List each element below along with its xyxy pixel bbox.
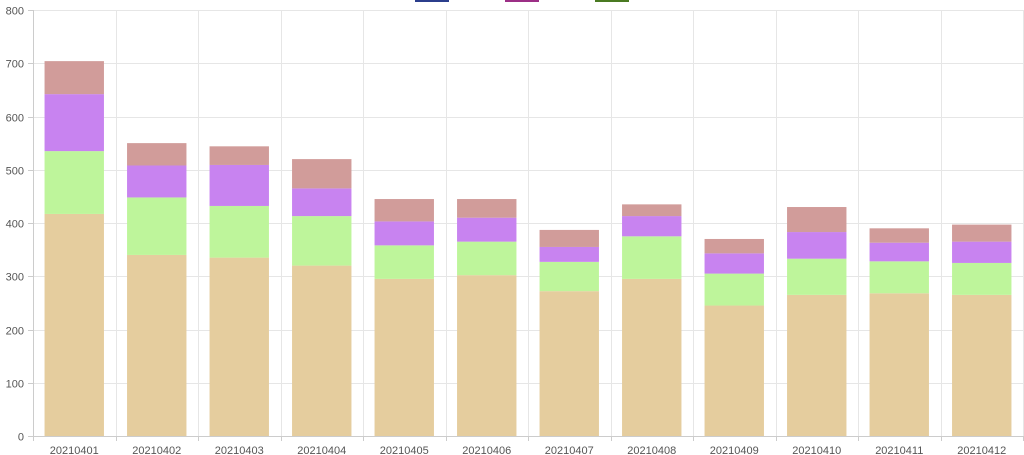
bar-segment-2-20210406 — [457, 241, 517, 276]
legend-swatch-2[interactable] — [505, 0, 539, 2]
y-axis-tick-labels: 0 100 200 300 400 500 600 700 800 — [6, 6, 24, 444]
bar-segment-4-20210401 — [44, 61, 104, 95]
bar-segment-3-20210411 — [869, 242, 929, 262]
x-tick-label: 20210411 — [875, 445, 923, 455]
bar-segment-1-20210409 — [704, 305, 764, 436]
bar-segment-2-20210401 — [44, 151, 104, 214]
chart-axes — [28, 10, 1024, 441]
bar-segment-2-20210412 — [952, 262, 1012, 295]
y-tick-label: 400 — [6, 219, 24, 231]
bar-segment-3-20210403 — [209, 164, 269, 206]
y-tick-label: 500 — [6, 166, 24, 178]
x-tick-label: 20210410 — [792, 445, 841, 455]
legend-swatch-3[interactable] — [595, 0, 629, 2]
bar-segment-1-20210407 — [539, 291, 599, 436]
y-tick-label: 0 — [18, 432, 24, 444]
bar-segment-1-20210403 — [209, 257, 269, 436]
bar-segment-1-20210406 — [457, 275, 517, 436]
bar-segment-4-20210407 — [539, 229, 599, 247]
bar-segment-1-20210404 — [292, 265, 352, 436]
bar-segment-2-20210407 — [539, 261, 599, 292]
bar-segment-3-20210401 — [44, 94, 104, 152]
bar-segment-4-20210412 — [952, 224, 1012, 242]
bar-segment-4-20210404 — [292, 159, 352, 189]
bar-segment-4-20210406 — [457, 199, 517, 218]
x-axis-tick-labels: 20210401 20210402 20210403 20210404 20210405… — [50, 445, 1006, 455]
bar-segment-3-20210409 — [704, 253, 764, 274]
bar-segment-1-20210401 — [44, 213, 104, 436]
x-tick-label: 20210402 — [132, 445, 181, 455]
bar-segment-3-20210402 — [127, 165, 187, 198]
bar-segment-4-20210411 — [869, 228, 929, 243]
x-tick-label: 20210408 — [627, 445, 676, 455]
y-tick-label: 300 — [6, 272, 24, 284]
y-tick-label: 600 — [6, 113, 24, 125]
y-tick-label: 800 — [6, 6, 24, 18]
bar-segment-1-20210411 — [869, 293, 929, 436]
x-tick-label: 20210404 — [297, 445, 346, 455]
x-tick-label: 20210401 — [50, 445, 99, 455]
y-tick-label: 100 — [6, 379, 24, 391]
bar-segment-3-20210405 — [374, 221, 434, 246]
bar-segment-4-20210408 — [622, 204, 682, 217]
bar-segment-3-20210407 — [539, 246, 599, 262]
bar-segment-2-20210411 — [869, 261, 929, 294]
bar-segment-3-20210404 — [292, 188, 352, 217]
bar-segment-2-20210402 — [127, 197, 187, 255]
x-tick-label: 20210406 — [462, 445, 511, 455]
x-tick-label: 20210403 — [215, 445, 264, 455]
bar-segment-2-20210403 — [209, 205, 269, 258]
bar-segment-2-20210409 — [704, 273, 764, 306]
bar-segment-4-20210405 — [374, 199, 434, 222]
bar-segment-1-20210402 — [127, 254, 187, 436]
chart-bars — [44, 61, 1012, 436]
bar-segment-1-20210405 — [374, 278, 434, 436]
bar-segment-1-20210408 — [622, 278, 682, 436]
bar-segment-1-20210412 — [952, 294, 1012, 436]
bar-segment-3-20210406 — [457, 217, 517, 242]
chart-legend — [415, 0, 629, 2]
bar-segment-2-20210405 — [374, 245, 434, 279]
x-tick-label: 20210407 — [545, 445, 594, 455]
bar-segment-4-20210403 — [209, 146, 269, 165]
x-tick-label: 20210405 — [380, 445, 429, 455]
bar-segment-4-20210402 — [127, 143, 187, 166]
bar-segment-3-20210410 — [787, 232, 847, 259]
bar-segment-3-20210412 — [952, 241, 1012, 263]
bar-segment-3-20210408 — [622, 216, 682, 237]
legend-swatch-1[interactable] — [415, 0, 449, 2]
bar-segment-2-20210410 — [787, 258, 847, 295]
bar-segment-1-20210410 — [787, 294, 847, 436]
y-tick-label: 700 — [6, 59, 24, 71]
bar-segment-4-20210409 — [704, 238, 764, 254]
x-tick-label: 20210409 — [710, 445, 759, 455]
y-tick-label: 200 — [6, 326, 24, 338]
x-tick-label: 20210412 — [957, 445, 1006, 455]
bar-segment-2-20210404 — [292, 216, 352, 266]
bar-segment-4-20210410 — [787, 207, 847, 233]
bar-segment-2-20210408 — [622, 236, 682, 279]
